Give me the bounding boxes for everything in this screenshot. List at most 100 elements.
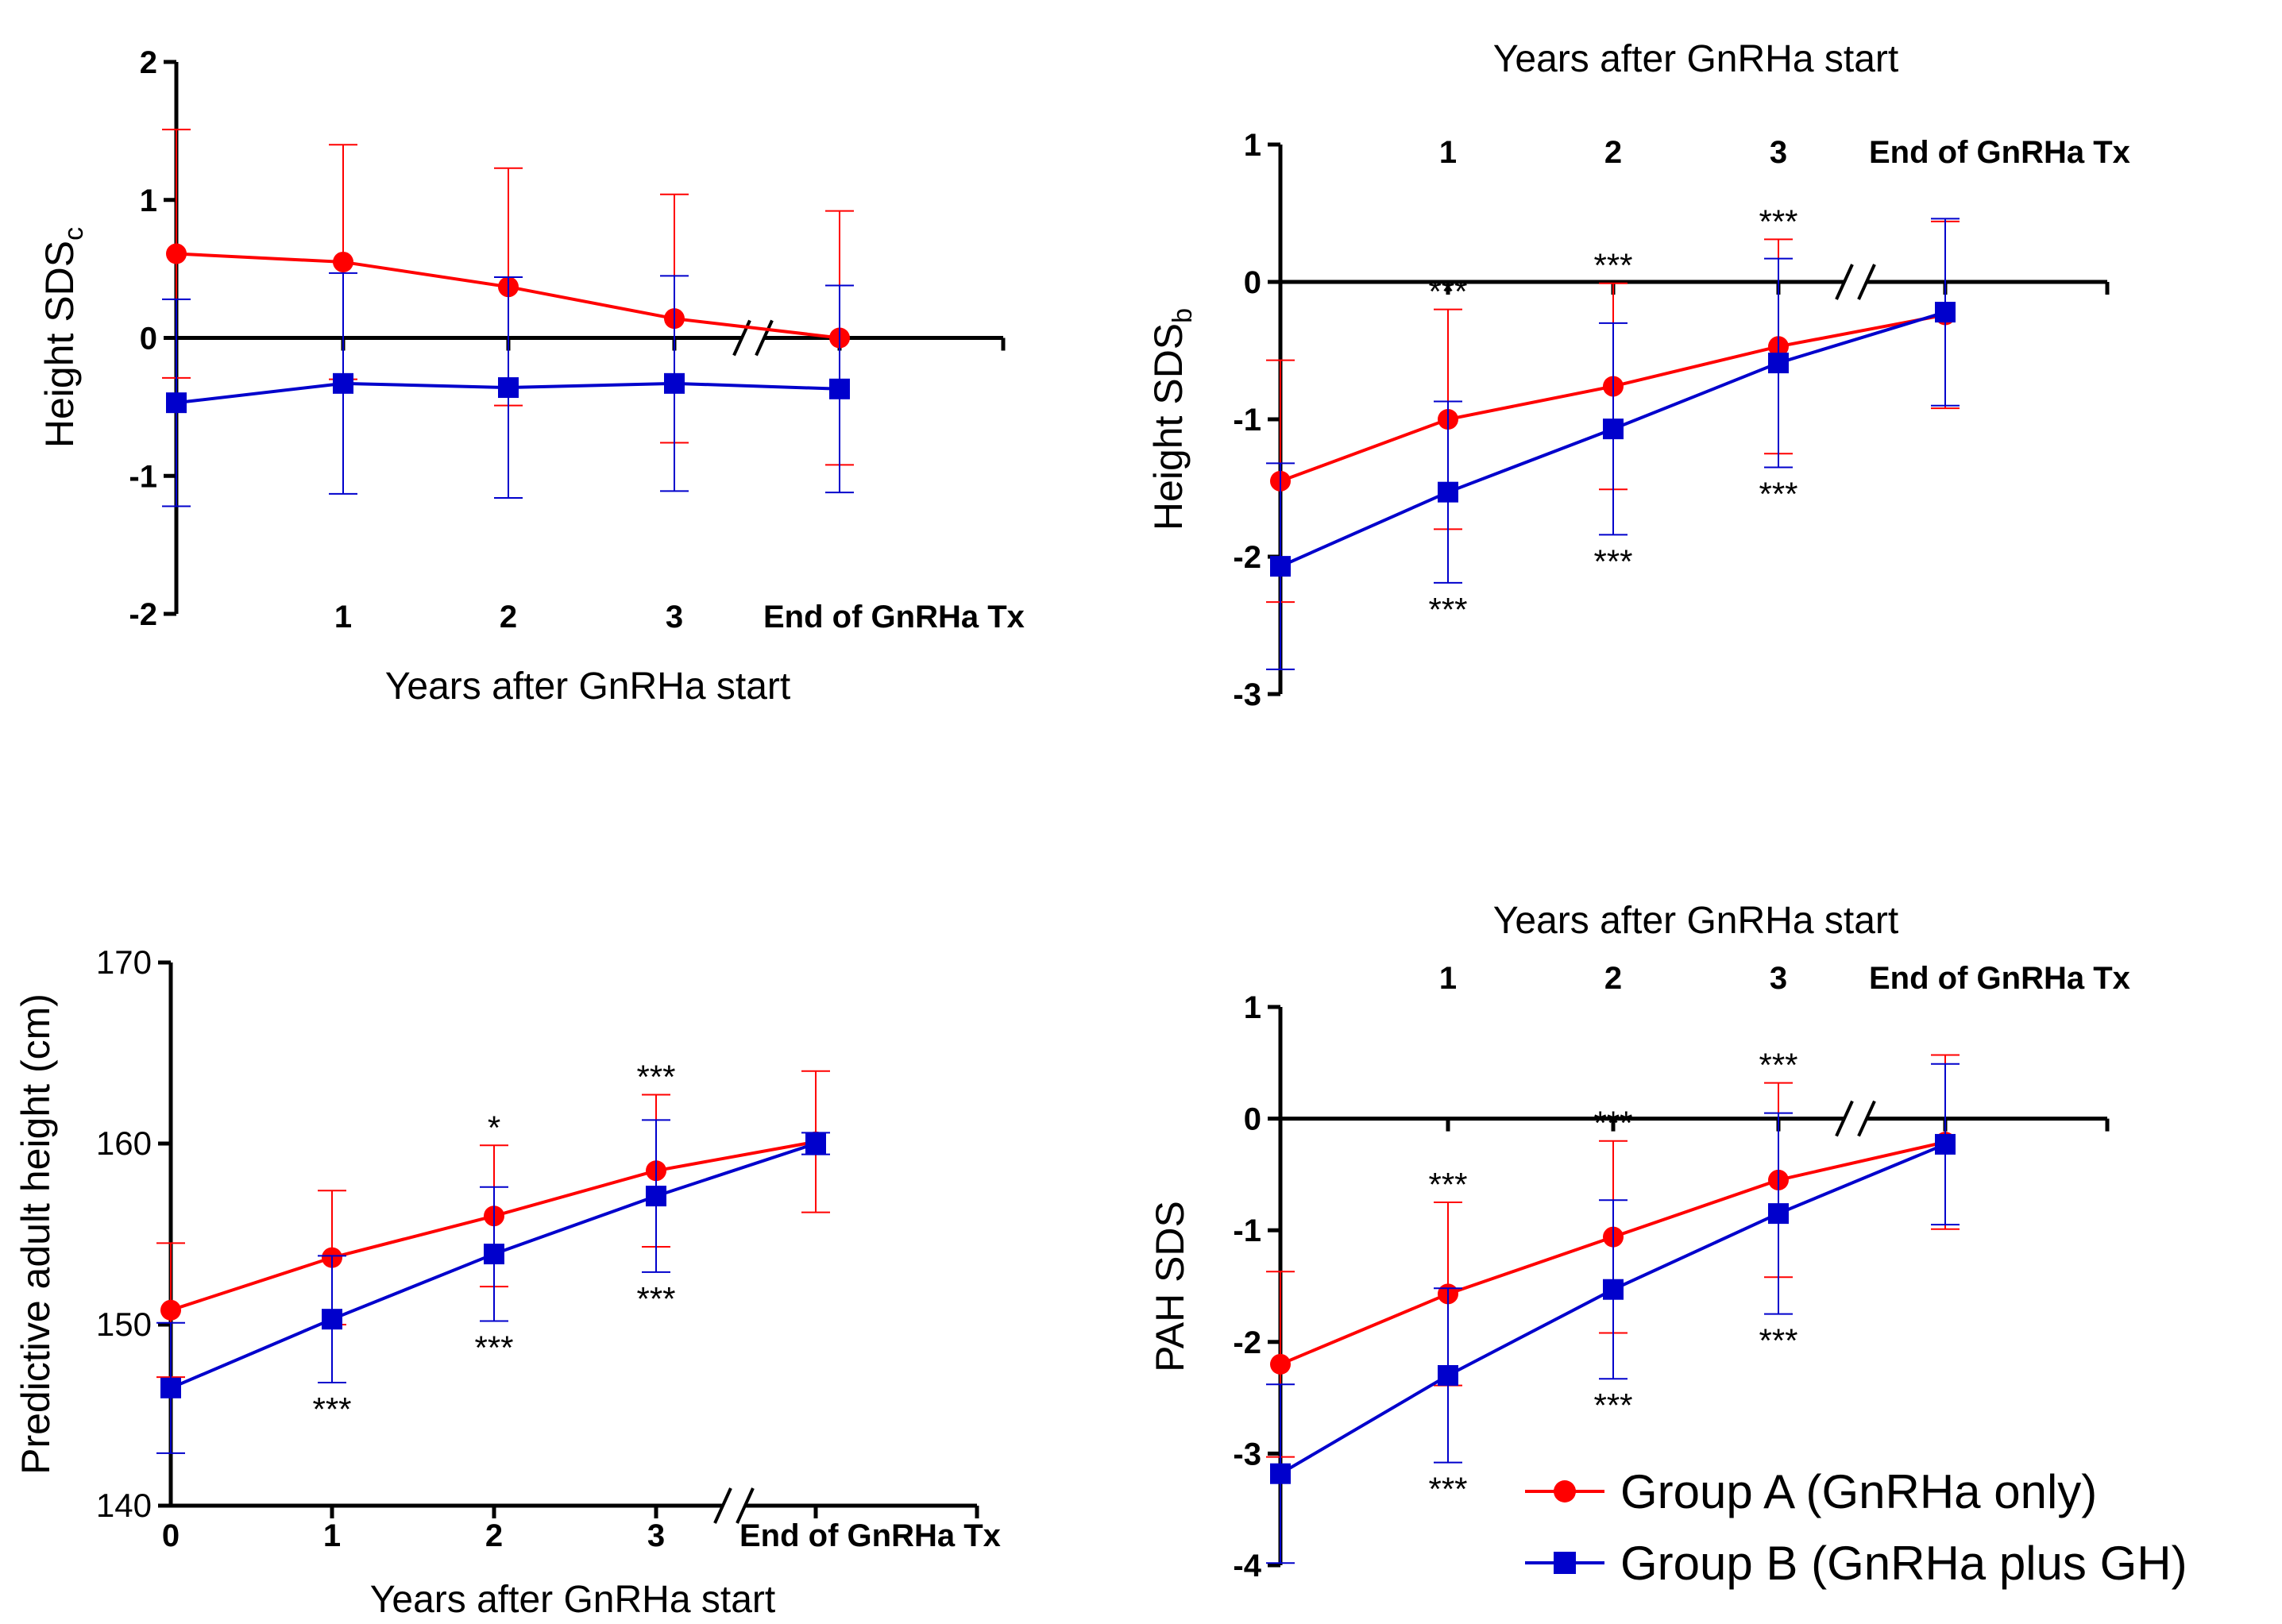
- y-tick-label: 0: [1244, 265, 1261, 300]
- axis-break-mark: [1857, 264, 1876, 300]
- series-group-b: [156, 1119, 830, 1454]
- y-tick-label: -1: [129, 459, 157, 494]
- y-tick-label: 0: [140, 322, 157, 357]
- chart-pah-sds: 1 0 -1 -2 -3 -4 PAH SDS 1 2 3 End of GnRHa Tx Years…: [1148, 900, 2130, 1583]
- y-axis-label-text: PAH SDS: [1148, 1201, 1192, 1372]
- x-tick-label: 3: [666, 600, 683, 635]
- significance-below: ***: [636, 1280, 675, 1317]
- data-point-group-b: [1768, 353, 1789, 374]
- y-axis-label-text: Height SDS: [37, 241, 82, 448]
- y-tick-label: -2: [129, 597, 157, 632]
- legend-marker-group-a: [1554, 1480, 1576, 1502]
- y-axis-label-text: Predictive adult height (cm): [14, 993, 58, 1475]
- x-tick-label: 1: [334, 600, 352, 635]
- data-point-group-b: [1603, 1279, 1624, 1300]
- significance-above: ***: [1593, 1105, 1632, 1142]
- data-point-group-b: [805, 1133, 826, 1154]
- significance-above: ***: [636, 1058, 675, 1095]
- significance-above: *: [488, 1109, 500, 1146]
- axis-break-mark: [1857, 1100, 1876, 1137]
- data-point-group-b: [1768, 1203, 1789, 1225]
- significance-above: ***: [1428, 1166, 1467, 1203]
- x-tick-label: 2: [500, 600, 517, 635]
- significance-below: ***: [1593, 1387, 1632, 1424]
- y-tick-label: -3: [1233, 1437, 1261, 1472]
- y-axis-label: Height SDSc: [37, 227, 89, 448]
- y-tick-label: 0: [1244, 1102, 1261, 1137]
- x-tick-label: End of GnRHa Tx: [739, 1518, 1001, 1553]
- significance-below: ***: [1759, 1322, 1797, 1360]
- x-axis-label: Years after GnRHa start: [370, 1579, 775, 1621]
- y-tick-label: -1: [1233, 1213, 1261, 1248]
- y-axis-label: Height SDSb: [1146, 308, 1198, 530]
- data-point-group-b: [1603, 419, 1624, 440]
- x-tick-label: 1: [1439, 961, 1457, 996]
- x-tick-label: 0: [162, 1518, 180, 1553]
- legend-label-group-b: Group B (GnRHa plus GH): [1620, 1537, 2187, 1590]
- data-point-group-b: [1935, 302, 1956, 323]
- significance-below: ***: [312, 1391, 351, 1428]
- y-tick-label: 1: [1244, 128, 1261, 163]
- legend-label-group-a: Group A (GnRHa only): [1620, 1465, 2097, 1518]
- axis-break-mark: [1835, 1100, 1854, 1137]
- data-point-group-b: [1438, 1364, 1458, 1386]
- x-tick-label: End of GnRHa Tx: [1869, 135, 2130, 170]
- y-axis-label: Predictive adult height (cm): [14, 993, 58, 1475]
- data-point-group-b: [1935, 1133, 1956, 1155]
- significance-above: ***: [1428, 273, 1467, 311]
- series-group-b: [1266, 1063, 1960, 1564]
- significance-below: ***: [1593, 542, 1632, 580]
- data-point-group-b: [1270, 1463, 1291, 1484]
- x-tick-label: 2: [1604, 961, 1622, 996]
- data-point-group-b: [1270, 556, 1291, 577]
- y-tick-label: 1: [1244, 990, 1261, 1025]
- x-tick-label: End of GnRHa Tx: [763, 600, 1025, 635]
- series-group-b: [1266, 218, 1960, 670]
- chart-title: Years after GnRHa start: [1493, 900, 1898, 942]
- chart-predictive-adult-height: 170 160 150 140 Predictive adult height (cm)…: [14, 943, 1001, 1621]
- data-point-group-a: [166, 243, 187, 264]
- x-tick-label: 1: [323, 1518, 341, 1553]
- significance-below: ***: [1428, 1471, 1467, 1508]
- y-axis-label-subscript: b: [1168, 308, 1198, 323]
- data-point-group-a: [160, 1299, 181, 1321]
- data-point-group-b: [664, 372, 685, 394]
- data-point-group-b: [484, 1244, 504, 1265]
- significance-above: ***: [1759, 1047, 1797, 1084]
- x-tick-label: 3: [1770, 961, 1787, 996]
- x-tick-label: 2: [1604, 135, 1622, 170]
- x-axis-label: Years after GnRHa start: [385, 665, 790, 708]
- data-point-group-b: [333, 372, 353, 394]
- y-axis-label-subscript: c: [59, 227, 89, 241]
- axis-break-mark: [755, 319, 774, 357]
- chart-title: Years after GnRHa start: [1493, 38, 1898, 80]
- y-tick-label: -3: [1233, 677, 1261, 712]
- data-point-group-b: [322, 1309, 342, 1330]
- series-group-b: [162, 272, 854, 507]
- x-tick-label: 3: [1770, 135, 1787, 170]
- x-tick-label: 1: [1439, 135, 1457, 170]
- y-tick-label: 150: [96, 1306, 152, 1343]
- data-point-group-b: [166, 392, 187, 414]
- y-tick-label: 160: [96, 1124, 152, 1162]
- y-tick-label: 140: [96, 1487, 152, 1524]
- y-tick-label: -2: [1233, 1325, 1261, 1360]
- chart-height-sds-c: 2 1 0 -1 -2 Height SDSc 1 2 3 End of GnRHa Tx Year…: [37, 45, 1025, 708]
- data-point-group-b: [498, 377, 519, 399]
- y-tick-label: 2: [140, 45, 157, 80]
- y-tick-label: -4: [1233, 1549, 1261, 1583]
- significance-above: ***: [1593, 247, 1632, 284]
- x-tick-label: End of GnRHa Tx: [1869, 961, 2130, 996]
- y-tick-label: 170: [96, 943, 152, 981]
- significance-below: ***: [1759, 476, 1797, 513]
- data-point-group-b: [1438, 481, 1458, 503]
- chart-height-sds-b: 1 0 -1 -2 -3 Height SDSb 1 2 3 End of GnRHa Tx Yea…: [1146, 38, 2130, 712]
- data-point-group-a: [333, 251, 353, 272]
- significance-below: ***: [1428, 591, 1467, 628]
- data-point-group-b: [829, 378, 850, 399]
- significance-above: ***: [1759, 203, 1797, 240]
- legend: Group A (GnRHa only) Group B (GnRHa plus…: [1525, 1465, 2187, 1590]
- significance-below: ***: [474, 1329, 513, 1366]
- axis-break-mark: [713, 1487, 732, 1524]
